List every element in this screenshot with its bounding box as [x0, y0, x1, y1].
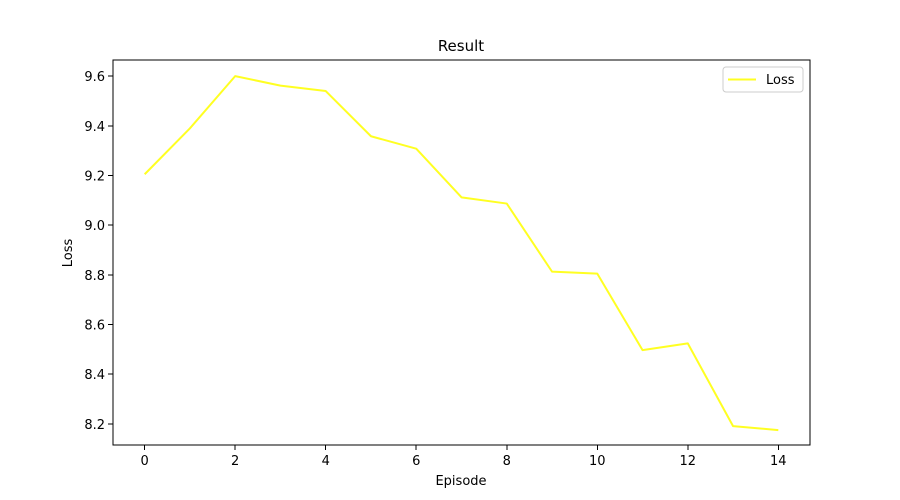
- plot-area: [112, 59, 811, 446]
- series-layer: [143, 75, 779, 432]
- y-tick-label: 9.4: [84, 120, 105, 135]
- y-axis-label: Loss: [61, 239, 76, 268]
- x-tick-label: 10: [589, 454, 606, 469]
- legend: Loss: [722, 66, 804, 93]
- legend-label: Loss: [766, 73, 795, 88]
- y-tick-label: 9.6: [84, 70, 105, 85]
- x-tick-label: 4: [322, 454, 330, 469]
- y-tick-label: 9.2: [84, 170, 105, 185]
- y-tick-label: 8.6: [84, 319, 105, 334]
- x-tick-label: 12: [680, 454, 697, 469]
- legend-box: [722, 66, 804, 93]
- x-tick-label: 8: [503, 454, 511, 469]
- x-tick-label: 14: [770, 454, 787, 469]
- y-tick-label: 8.4: [84, 368, 105, 383]
- y-tick-label: 8.8: [84, 269, 105, 284]
- plot-frame: [112, 59, 811, 446]
- y-axis: 8.2 8.4 8.6 8.8 9.0 9.2 9.4 9.6: [84, 70, 113, 433]
- x-tick-label: 2: [231, 454, 239, 469]
- chart-title: Result: [438, 37, 484, 55]
- x-axis: 0 2 4 6 8 10 12 14: [141, 445, 787, 469]
- y-tick-label: 9.0: [84, 219, 105, 234]
- x-axis-label: Episode: [435, 474, 486, 489]
- series-line-loss: [143, 75, 779, 432]
- x-tick-label: 0: [141, 454, 149, 469]
- x-tick-label: 6: [412, 454, 420, 469]
- y-tick-label: 8.2: [84, 418, 105, 433]
